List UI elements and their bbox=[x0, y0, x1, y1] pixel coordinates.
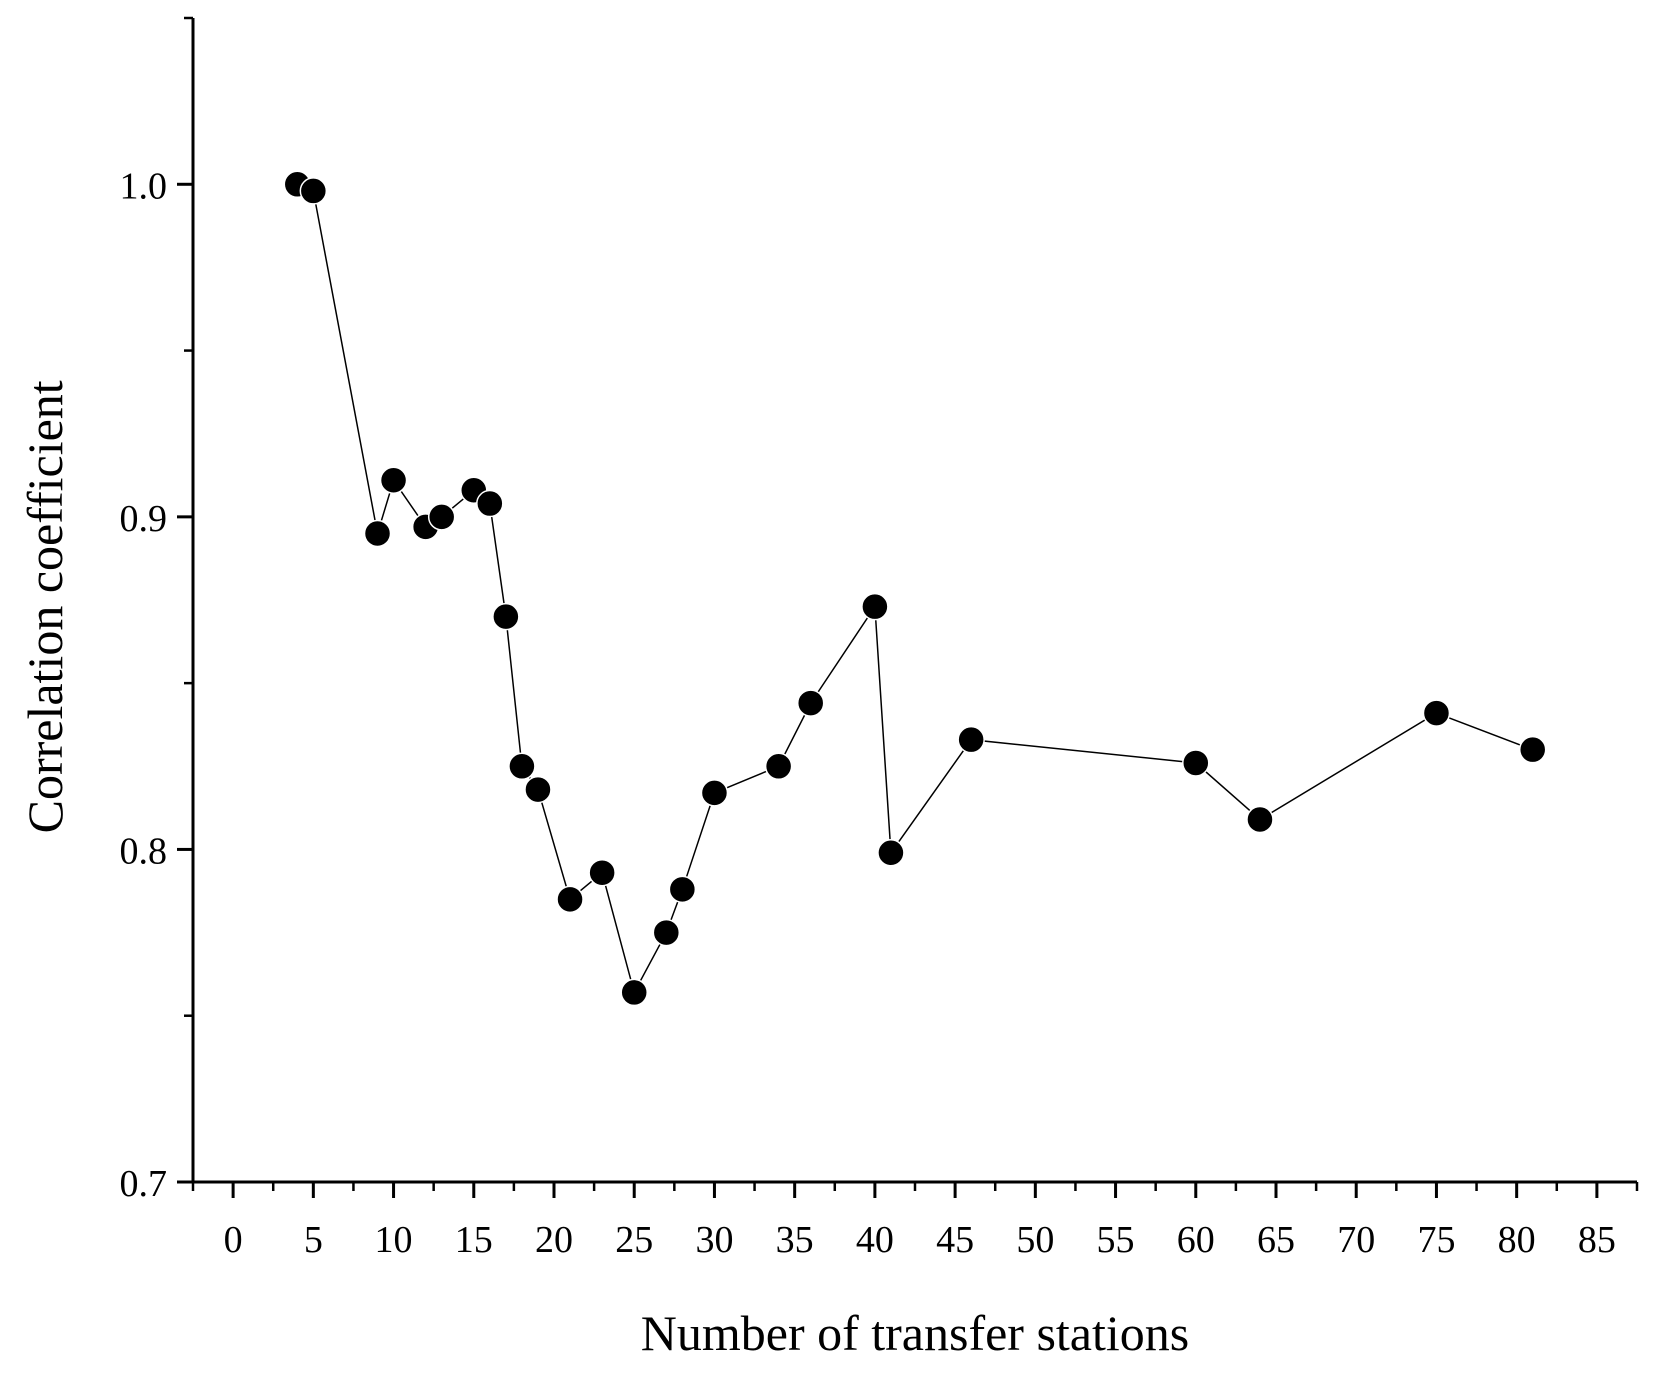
data-point bbox=[588, 858, 616, 887]
x-tick-label: 20 bbox=[535, 1219, 573, 1261]
x-tick-label: 0 bbox=[224, 1219, 243, 1261]
y-tick-label: 0.7 bbox=[120, 1163, 168, 1205]
data-point bbox=[427, 503, 456, 531]
series-layer bbox=[283, 170, 1547, 1007]
data-point bbox=[668, 875, 697, 904]
x-axis-ticks: 0 5 10 15 20 25 30 35 40 45 50 55 60 65 70 75 80 85 bbox=[191, 1182, 1639, 1261]
data-point bbox=[1422, 699, 1451, 727]
x-tick-label: 50 bbox=[1016, 1219, 1054, 1261]
data-point bbox=[652, 918, 681, 947]
x-tick-label: 80 bbox=[1498, 1219, 1536, 1261]
data-point bbox=[877, 839, 905, 867]
data-point bbox=[1518, 735, 1547, 764]
data-point bbox=[1182, 749, 1210, 777]
x-tick-label: 10 bbox=[375, 1219, 413, 1261]
y-tick-label: 1.0 bbox=[120, 165, 168, 207]
data-point bbox=[1246, 805, 1274, 834]
data-point bbox=[861, 592, 889, 621]
y-axis-title: Correlation coefficient bbox=[17, 380, 73, 833]
x-tick-label: 70 bbox=[1337, 1219, 1375, 1261]
data-point bbox=[556, 885, 584, 914]
data-point bbox=[796, 689, 825, 717]
y-tick-label: 0.8 bbox=[120, 830, 168, 872]
x-tick-label: 40 bbox=[856, 1219, 894, 1261]
axes bbox=[191, 18, 1637, 1184]
x-tick-label: 55 bbox=[1097, 1219, 1135, 1261]
x-tick-label: 25 bbox=[615, 1219, 653, 1261]
data-point bbox=[379, 466, 408, 495]
data-point bbox=[363, 519, 392, 548]
data-point bbox=[620, 978, 648, 1007]
data-point bbox=[524, 775, 552, 804]
x-tick-label: 75 bbox=[1417, 1219, 1455, 1261]
data-point bbox=[476, 489, 504, 518]
x-tick-label: 60 bbox=[1177, 1219, 1215, 1261]
y-axis-ticks: 0.7 0.8 0.9 1.0 bbox=[120, 16, 193, 1205]
data-point bbox=[764, 752, 793, 781]
x-tick-label: 15 bbox=[455, 1219, 493, 1261]
x-tick-label: 65 bbox=[1257, 1219, 1295, 1261]
x-axis-title: Number of transfer stations bbox=[641, 1305, 1189, 1361]
data-point bbox=[492, 602, 520, 631]
data-point bbox=[508, 752, 536, 781]
data-point bbox=[957, 725, 985, 754]
data-point bbox=[299, 177, 328, 205]
x-tick-label: 35 bbox=[776, 1219, 814, 1261]
x-tick-label: 45 bbox=[936, 1219, 974, 1261]
x-tick-label: 30 bbox=[695, 1219, 733, 1261]
data-point bbox=[700, 779, 729, 807]
y-tick-label: 0.9 bbox=[120, 498, 168, 540]
series-line bbox=[297, 183, 1533, 995]
x-tick-label: 85 bbox=[1578, 1219, 1616, 1261]
x-tick-label: 5 bbox=[304, 1219, 323, 1261]
